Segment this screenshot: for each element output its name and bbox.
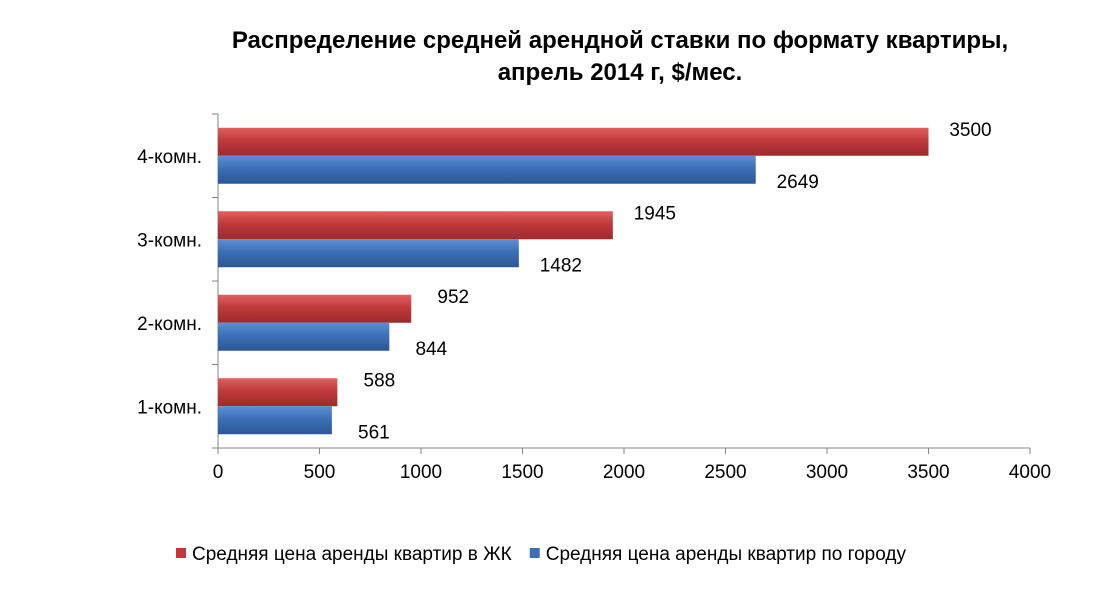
- x-tick-label: 3500: [907, 462, 949, 483]
- data-label: 1945: [634, 203, 676, 224]
- legend-swatch: [529, 548, 540, 558]
- category-label: 3-комн.: [137, 230, 202, 251]
- bar-city: [218, 406, 332, 435]
- legend-label: Средняя цена аренды квартир по городу: [546, 544, 907, 565]
- bar-city: [218, 322, 390, 351]
- data-label: 2649: [777, 172, 819, 193]
- chart-title-line-2: апрель 2014 г, $/мес.: [498, 59, 743, 86]
- data-label: 561: [358, 422, 390, 443]
- bar-city: [218, 155, 756, 184]
- data-label: 588: [364, 370, 396, 391]
- bar-zhk: [218, 294, 412, 323]
- legend-swatch: [176, 548, 186, 558]
- legend: Средняя цена аренды квартир в ЖК Средняя …: [176, 544, 906, 565]
- data-label: 3500: [949, 120, 991, 141]
- x-tick-label: 3000: [806, 462, 848, 483]
- data-label: 844: [415, 339, 447, 360]
- category-label: 4-комн.: [137, 147, 202, 168]
- data-label: 1482: [540, 255, 582, 276]
- x-tick-label: 1500: [501, 462, 543, 483]
- bar-city: [218, 239, 519, 268]
- plot-area: 0 500 1000 1500 2000 2500 3000 3500 4000 1-комн. 5…: [137, 113, 1051, 483]
- category-label: 1-комн.: [137, 397, 202, 418]
- x-tick-label: 2000: [603, 462, 645, 483]
- category-label: 2-комн.: [137, 314, 202, 335]
- x-tick-label: 500: [304, 462, 336, 483]
- x-tick-label: 4000: [1009, 462, 1051, 483]
- bar-zhk: [218, 211, 613, 240]
- x-tick-label: 1000: [400, 462, 442, 483]
- x-tick-label: 2500: [704, 462, 746, 483]
- bar-zhk: [218, 127, 929, 156]
- bar-zhk: [218, 378, 338, 407]
- data-label: 952: [437, 287, 469, 308]
- legend-label: Средняя цена аренды квартир в ЖК: [192, 544, 512, 565]
- x-tick-label: 0: [213, 462, 224, 483]
- chart-title-line-1: Распределение средней арендной ставки по…: [232, 27, 1008, 54]
